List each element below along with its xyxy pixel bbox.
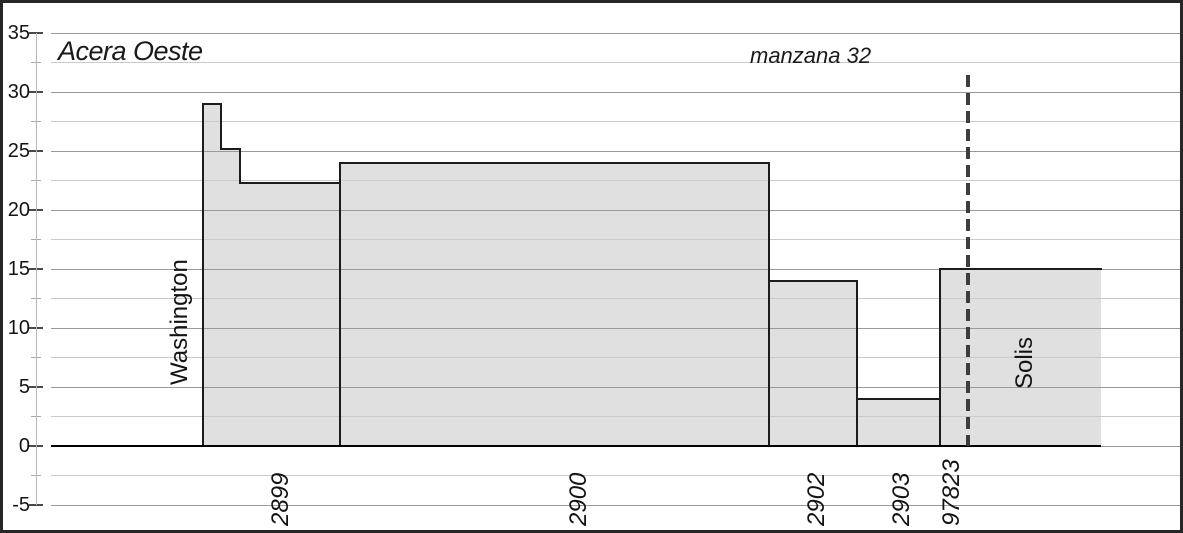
building-fill-2899 bbox=[221, 148, 240, 446]
building-fill-2900 bbox=[340, 162, 769, 446]
building-edge-line bbox=[202, 103, 204, 446]
building-roof-line-2903 bbox=[856, 397, 941, 400]
y-gridline-major bbox=[51, 268, 1180, 270]
y-tick-label: 0 bbox=[18, 435, 30, 457]
lot-boundary-line bbox=[339, 162, 341, 446]
roof-step-line bbox=[220, 103, 222, 149]
y-gridline-major bbox=[51, 32, 1180, 34]
building-fill-2902 bbox=[769, 280, 857, 446]
y-gridline-major bbox=[51, 209, 1180, 211]
y-tick-label: 35 bbox=[7, 22, 30, 44]
y-tick-label: 5 bbox=[18, 376, 30, 398]
building-fill-2903 bbox=[857, 398, 940, 446]
dashed-boundary-line bbox=[966, 75, 970, 446]
y-gridline-minor bbox=[51, 357, 1180, 358]
y-tick-label: 20 bbox=[7, 199, 30, 221]
lot-boundary-line bbox=[939, 269, 941, 446]
lot-number-label-2899: 2899 bbox=[267, 472, 294, 526]
building-roof-line-97823 bbox=[939, 268, 1102, 270]
y-gridline-major bbox=[51, 91, 1180, 93]
y-tick-label: -5 bbox=[12, 494, 30, 516]
building-fill-2899 bbox=[240, 182, 340, 446]
building-roof-line-2902 bbox=[768, 279, 858, 282]
street-label-solis: Solis bbox=[1011, 336, 1038, 389]
building-roof-line-2900 bbox=[339, 161, 770, 164]
y-tick-label: 25 bbox=[7, 140, 30, 162]
y-gridline-minor bbox=[51, 239, 1180, 240]
y-gridline-major bbox=[51, 327, 1180, 329]
y-tick-label: 15 bbox=[7, 258, 30, 280]
y-tick-major bbox=[29, 504, 43, 506]
lot-boundary-line bbox=[856, 280, 858, 446]
y-gridline-minor bbox=[51, 475, 1180, 476]
y-axis-line bbox=[36, 33, 37, 505]
y-tick-label: 10 bbox=[7, 317, 30, 339]
lot-number-label-97823: 97823 bbox=[938, 459, 965, 526]
y-gridline-minor bbox=[51, 416, 1180, 417]
ground-axis-line bbox=[51, 445, 1101, 447]
building-roof-line-2899 bbox=[220, 147, 241, 150]
lot-number-label-2903: 2903 bbox=[888, 472, 915, 526]
chart-title-manzana-32: manzana 32 bbox=[750, 43, 872, 68]
y-gridline-minor bbox=[51, 121, 1180, 122]
y-gridline-minor bbox=[51, 180, 1180, 181]
y-gridline-minor bbox=[51, 62, 1180, 63]
y-gridline-minor bbox=[51, 298, 1180, 299]
chart-title-acera-oeste: Acera Oeste bbox=[58, 36, 203, 66]
y-gridline-major bbox=[51, 386, 1180, 388]
lot-number-label-2900: 2900 bbox=[565, 472, 592, 526]
y-tick-label: 30 bbox=[7, 81, 30, 103]
building-fill-2899 bbox=[203, 103, 221, 446]
building-roof-line-2899 bbox=[202, 102, 222, 105]
roof-step-line bbox=[239, 148, 241, 183]
street-label-washington: Washington bbox=[166, 259, 193, 385]
lot-boundary-line bbox=[768, 162, 770, 446]
y-gridline-major bbox=[51, 504, 1180, 506]
lot-number-label-2902: 2902 bbox=[803, 472, 830, 526]
y-gridline-major bbox=[51, 150, 1180, 152]
building-roof-line-2899 bbox=[239, 181, 341, 184]
